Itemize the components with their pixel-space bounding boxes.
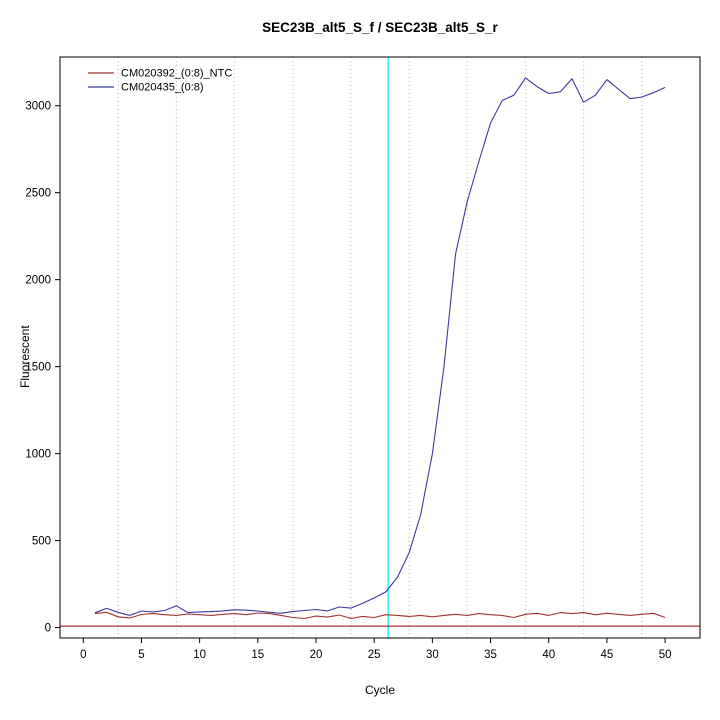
x-axis-label: Cycle	[364, 683, 395, 697]
x-tick-label: 50	[659, 649, 672, 661]
x-tick-label: 5	[138, 649, 144, 661]
x-tick-label: 0	[80, 649, 86, 661]
y-tick-label: 0	[45, 623, 51, 635]
x-tick-label: 20	[310, 649, 323, 661]
series-line-0	[94, 611, 666, 620]
y-axis-label: Fluorescent	[18, 325, 32, 388]
y-tick-label: 2500	[25, 188, 51, 200]
x-tick-label: 25	[368, 649, 381, 661]
x-tick-label: 10	[193, 649, 206, 661]
y-tick-label: 3000	[25, 101, 51, 113]
x-tick-label: 40	[542, 649, 555, 661]
y-tick-label: 2000	[25, 275, 51, 287]
chart-title: SEC23B_alt5_S_f / SEC23B_alt5_S_r	[262, 20, 498, 35]
x-tick-label: 15	[251, 649, 264, 661]
y-tick-label: 500	[32, 536, 51, 548]
x-tick-label: 35	[484, 649, 497, 661]
x-tick-label: 45	[601, 649, 614, 661]
y-tick-label: 1500	[25, 362, 51, 374]
legend-label-0: CM020392_(0:8)_NTC	[121, 68, 232, 80]
series-line-1	[94, 77, 666, 616]
legend-label-1: CM020435_(0:8)	[121, 82, 204, 94]
x-tick-label: 30	[426, 649, 439, 661]
y-tick-label: 1000	[25, 449, 51, 461]
plot-border	[59, 56, 701, 639]
